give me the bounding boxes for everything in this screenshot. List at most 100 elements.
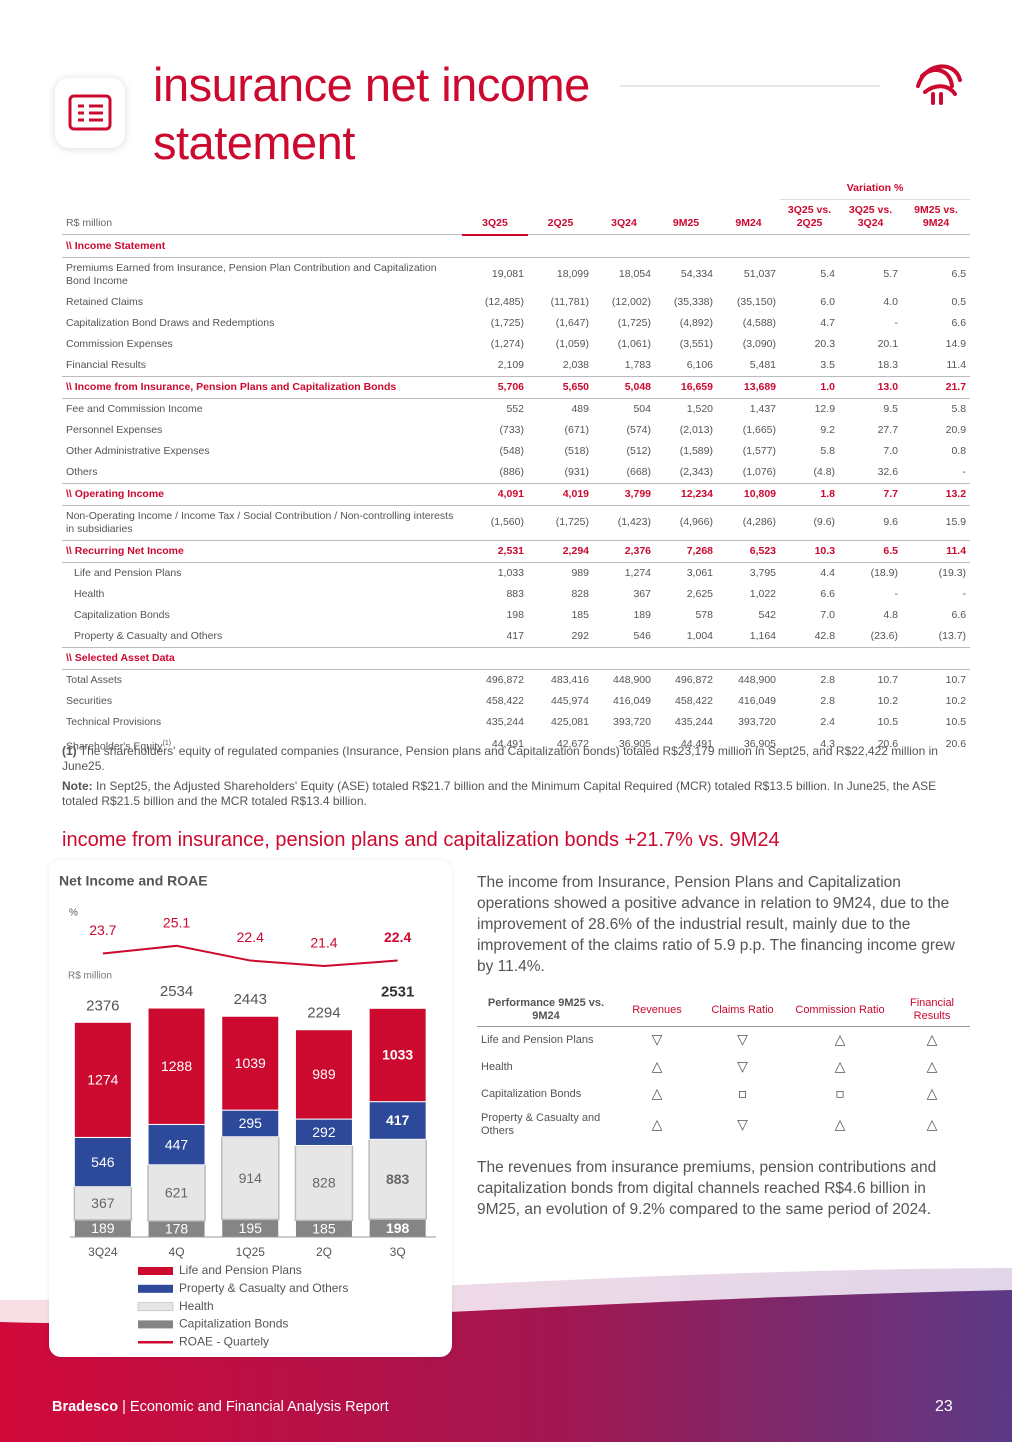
cell: (733)	[499, 423, 524, 436]
cell: 5.8	[951, 402, 967, 415]
row-label: Fee and Commission Income	[62, 398, 462, 420]
row-label: Life and Pension Plans	[481, 1034, 594, 1046]
cell: (9.6)	[813, 516, 836, 528]
cell: 2,625	[686, 587, 713, 600]
cell: (23.6)	[870, 629, 899, 642]
table-row: Others (886) (931) (668) (2,343) (1,076) (4.8)…	[62, 462, 970, 484]
cell: 9.5	[883, 402, 899, 415]
title-line: statement	[153, 116, 355, 169]
row-label: Shareholder's Equity(1)	[62, 733, 462, 758]
cell: (2,013)	[679, 423, 713, 436]
cell: 6.5	[951, 268, 967, 280]
cell: 1,783	[624, 358, 651, 371]
cell: 1,164	[749, 629, 777, 642]
row-label: Premiums Earned from Insurance, Pension …	[62, 257, 462, 292]
row-label: Commission Expenses	[62, 334, 462, 355]
row-label: Others	[62, 462, 462, 484]
column-header: 2Q25	[528, 199, 593, 235]
row-label-text: \\ Income Statement	[66, 239, 166, 252]
cell: 2,038	[562, 358, 589, 371]
page-number: 23	[935, 1398, 953, 1415]
cell: 7.0	[820, 608, 836, 621]
cell: (671)	[564, 423, 589, 436]
cell: (1,577)	[742, 444, 777, 457]
cell: 552	[506, 402, 524, 415]
row-label-text: Retained Claims	[66, 295, 144, 308]
cell: 19,081	[491, 268, 524, 280]
cell: (931)	[564, 465, 589, 478]
column-header: 3Q25	[462, 199, 528, 236]
cell: (12,002)	[611, 295, 651, 308]
cell: (12,485)	[484, 295, 524, 308]
cell: 416,049	[613, 694, 651, 707]
cell: 435,244	[675, 715, 713, 728]
cell: 6,523	[717, 539, 781, 563]
cell: 448,900	[738, 673, 777, 686]
header-row: R$ million 3Q25 2Q25 3Q24 9M25 9M24 3Q25 vs. 2…	[62, 199, 971, 236]
cell: 20.3	[814, 337, 836, 350]
cell: 7.7	[839, 482, 903, 506]
column-header: 9M25	[655, 199, 717, 235]
header-row: Performance 9M25 vs. 9M24 Revenues Claims …	[477, 994, 970, 1027]
cell: (518)	[564, 444, 589, 457]
cell: 292	[571, 629, 589, 642]
paragraph: The income from Insurance, Pension Plans…	[477, 874, 955, 975]
cell: (574)	[626, 423, 651, 436]
row-label-text: Commission Expenses	[66, 337, 173, 350]
column-header: 3Q25 vs. 3Q24	[839, 199, 903, 235]
cell: 5,706	[462, 375, 528, 399]
cell: 2,109	[497, 358, 524, 371]
indicator: ▽	[651, 1032, 663, 1048]
paragraph: The revenues from insurance premiums, pe…	[477, 1159, 937, 1218]
cell: 1,022	[749, 587, 777, 600]
note-text: In Sept25, the Adjusted Shareholders' Eq…	[62, 779, 937, 808]
column-header: Commission Ratio	[786, 994, 894, 1027]
income-table: Variation % R$ million 3Q25 2Q25 3Q24 9M25 9M2…	[62, 178, 971, 758]
table-row: Life and Pension Plans ▽ ▽ △ △	[477, 1027, 970, 1055]
column-header: Financial Results	[894, 994, 970, 1027]
cell: 12.9	[814, 402, 836, 415]
cell: 12,234	[655, 482, 717, 506]
cell: 483,416	[551, 673, 589, 686]
cell: 435,244	[486, 715, 524, 728]
row-label: Health	[62, 584, 462, 605]
row-label: Technical Provisions	[62, 712, 462, 733]
cell: (2,343)	[679, 465, 713, 478]
cell: 489	[571, 402, 589, 415]
cell: 10.3	[780, 539, 840, 563]
table-row: Capitalization Bonds △ ▫ ▫ △	[477, 1081, 970, 1108]
notes: (1) The shareholders' equity of regulate…	[62, 744, 970, 814]
indicator: △	[834, 1116, 846, 1133]
table-row: Health 883 828 367 2,625 1,022 6.6 - -	[62, 584, 970, 605]
footer: Bradesco | Economic and Financial Analys…	[52, 1399, 389, 1415]
cell: 51,037	[743, 268, 777, 280]
cell: 546	[633, 629, 651, 642]
row-label: Capitalization Bond Draws and Redemption…	[62, 313, 462, 334]
cell: 13,689	[717, 375, 781, 399]
cell: 989	[571, 566, 589, 579]
cell: 10.7	[945, 673, 967, 686]
cell: 393,720	[613, 715, 651, 728]
cell: 496,872	[486, 673, 524, 686]
cell: 5,048	[593, 375, 655, 399]
cell: (4,966)	[679, 516, 713, 528]
table-row: Personnel Expenses (733) (671) (574) (2,013)…	[62, 420, 970, 441]
cell: 5.7	[883, 268, 899, 280]
cell: 32.6	[877, 465, 899, 478]
cell: 458,422	[675, 694, 713, 707]
row-label: Other Administrative Expenses	[62, 441, 462, 462]
cell: 44,491	[491, 738, 524, 751]
cell: 6.6	[951, 316, 967, 329]
column-header: 3Q25 vs. 2Q25	[780, 199, 840, 235]
table-row: Total Assets 496,872 483,416 448,900 496,872…	[62, 669, 970, 691]
cell: 42.8	[814, 629, 836, 642]
cell: 13.0	[839, 375, 903, 399]
performance-table: Performance 9M25 vs. 9M24 Revenues Claims …	[477, 994, 970, 1142]
row-label: \\ Recurring Net Income	[62, 539, 462, 563]
cell: (1,560)	[490, 516, 524, 528]
cell: 4,091	[462, 482, 528, 506]
footer-brand: Bradesco	[52, 1399, 119, 1415]
indicator: ▽	[737, 1116, 748, 1133]
cell: 4.0	[883, 295, 899, 308]
